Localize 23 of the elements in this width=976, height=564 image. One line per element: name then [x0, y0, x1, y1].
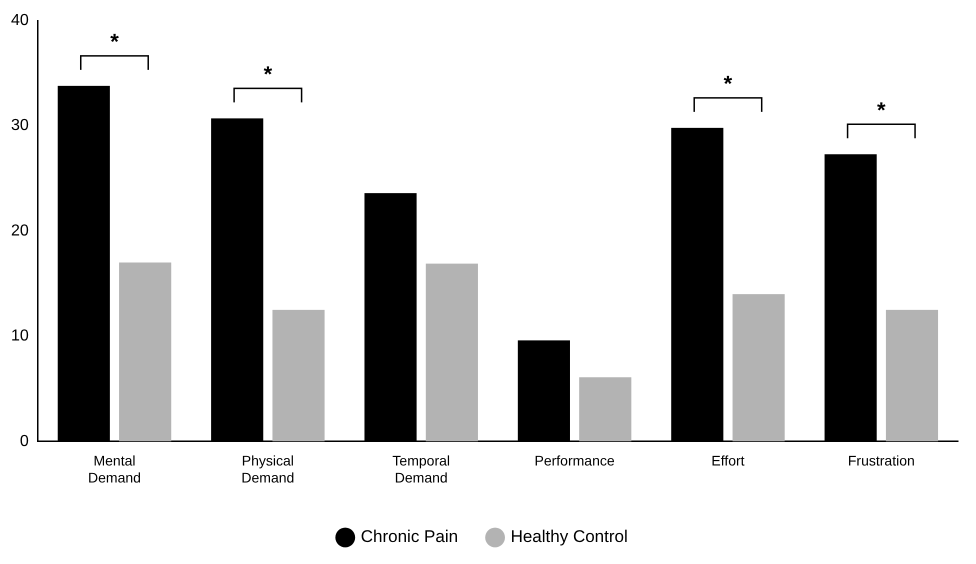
bar	[119, 262, 172, 442]
y-tick-label: 40	[11, 12, 29, 30]
x-tick-label: Temporal Demand	[392, 452, 450, 486]
bar	[579, 377, 632, 442]
bar	[426, 264, 478, 442]
x-tick-label: Effort	[711, 452, 745, 469]
bar	[886, 310, 938, 442]
annotation: *	[724, 70, 733, 96]
x-tick-label: Mental Demand	[88, 452, 141, 486]
bar	[732, 294, 785, 442]
annotation: *	[110, 28, 120, 54]
x-tick-label: Frustration	[848, 452, 915, 469]
legend-label: Healthy Control	[510, 527, 628, 546]
annotation: *	[264, 62, 273, 86]
legend-label: Chronic Pain	[360, 527, 458, 546]
annotation: *	[877, 97, 886, 122]
x-tick-label: Physical Demand	[241, 452, 294, 486]
y-tick-label: 20	[11, 222, 29, 240]
bar	[272, 310, 325, 442]
y-tick-label: 10	[11, 328, 29, 345]
y-tick-label: 30	[11, 117, 29, 134]
y-tick-label: 0	[20, 432, 29, 450]
x-tick-label: Performance	[534, 452, 615, 469]
